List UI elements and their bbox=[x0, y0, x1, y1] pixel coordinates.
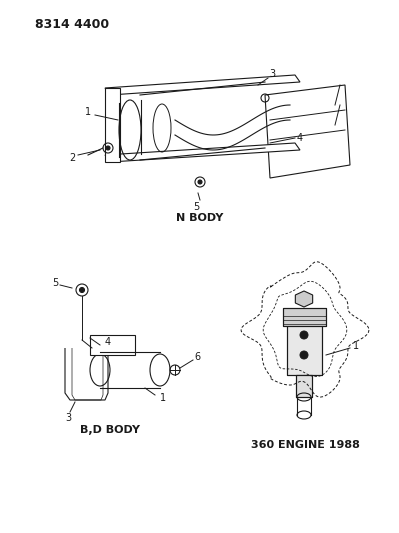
Text: 5: 5 bbox=[193, 202, 199, 212]
Polygon shape bbox=[265, 85, 350, 178]
Text: N BODY: N BODY bbox=[176, 213, 224, 223]
Text: 4: 4 bbox=[297, 133, 303, 143]
Text: 3: 3 bbox=[269, 69, 275, 79]
Bar bbox=[296, 375, 312, 397]
Text: 1: 1 bbox=[85, 107, 91, 117]
Text: 1: 1 bbox=[353, 341, 359, 351]
Circle shape bbox=[106, 146, 110, 150]
Text: 1: 1 bbox=[160, 393, 166, 403]
Text: B,D BODY: B,D BODY bbox=[80, 425, 140, 435]
Bar bbox=[287, 325, 322, 375]
Text: 2: 2 bbox=[69, 153, 75, 163]
Text: 8314 4400: 8314 4400 bbox=[35, 18, 109, 31]
Text: 4: 4 bbox=[105, 337, 111, 347]
Polygon shape bbox=[295, 291, 313, 307]
Bar bbox=[283, 308, 326, 326]
Text: 360 ENGINE 1988: 360 ENGINE 1988 bbox=[251, 440, 359, 450]
Polygon shape bbox=[105, 143, 300, 162]
Bar bbox=[283, 308, 326, 326]
Text: 6: 6 bbox=[194, 352, 200, 362]
Text: 5: 5 bbox=[52, 278, 58, 288]
Bar bbox=[287, 325, 322, 375]
Circle shape bbox=[300, 331, 308, 339]
Circle shape bbox=[198, 180, 202, 184]
Circle shape bbox=[300, 351, 308, 359]
Circle shape bbox=[79, 287, 85, 293]
Polygon shape bbox=[105, 75, 300, 95]
Bar bbox=[90, 335, 135, 355]
Polygon shape bbox=[105, 88, 120, 162]
Bar bbox=[296, 375, 312, 397]
Text: 3: 3 bbox=[65, 413, 71, 423]
